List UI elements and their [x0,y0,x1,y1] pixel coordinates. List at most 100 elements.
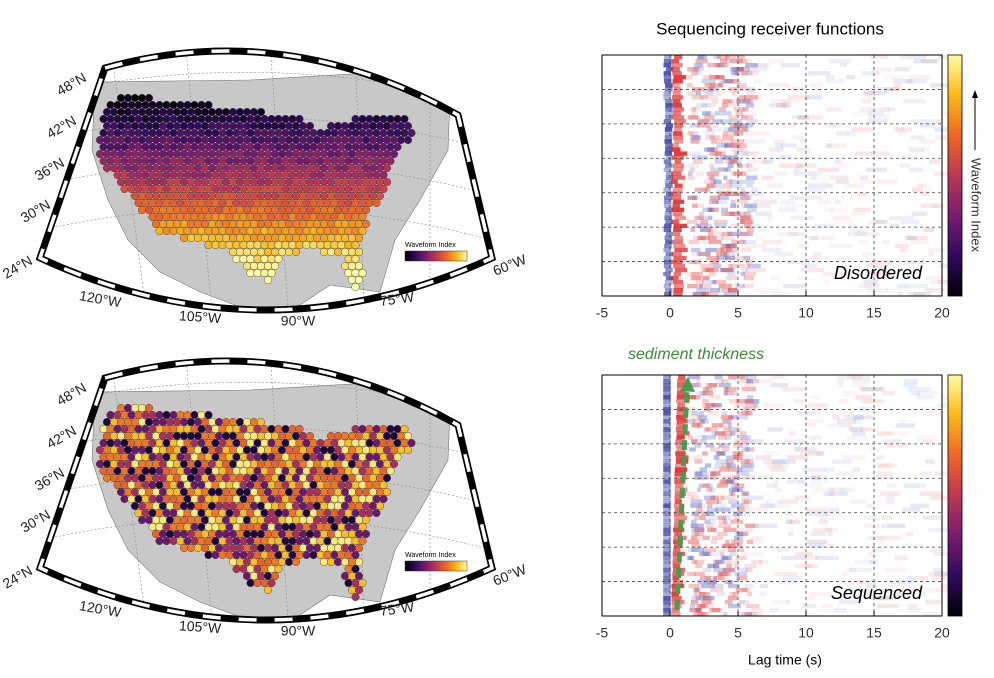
station [271,191,280,200]
trace-wiggle [771,291,785,297]
trace-wiggle [721,99,736,104]
trace-wiggle [706,183,716,188]
station [302,466,311,475]
trace-wiggle [797,115,807,120]
trace-wiggle [706,207,714,212]
trace-wiggle [691,523,699,528]
station [134,466,143,475]
trace-wiggle [773,139,786,144]
station [320,149,329,158]
station [186,149,195,158]
station [102,417,111,426]
station [288,114,297,123]
station [348,135,357,144]
trace-wiggle [717,191,731,196]
station [369,445,378,454]
station [207,135,216,144]
station [162,114,171,123]
station [306,219,315,228]
trace-wiggle [866,167,887,172]
trace-trough [663,555,671,561]
station [302,480,311,489]
longitude-label: 105°W [178,307,222,326]
trace-wiggle [695,203,704,208]
station [376,431,385,440]
station [232,212,241,221]
station [253,142,262,151]
station [186,459,195,468]
station [337,212,346,221]
station [109,107,118,116]
trace-wiggle [690,71,699,76]
trace-wiggle [697,423,703,428]
trace-peak [673,167,684,172]
trace-wiggle [863,271,880,277]
trace-trough [663,591,671,597]
station [330,466,339,475]
station [239,142,248,151]
station [257,149,266,158]
trace-wiggle [917,395,935,400]
station [137,473,146,482]
station [309,522,318,531]
trace-wiggle [763,459,787,464]
trace-wiggle [725,255,735,261]
station [148,494,157,503]
trace-wiggle [686,115,699,120]
trace-wiggle [704,131,716,136]
station [249,262,258,271]
trace-wiggle [705,187,711,192]
trace-wiggle [774,143,784,148]
station [211,212,220,221]
station [225,156,234,165]
station [102,445,111,454]
trace-wiggle [738,59,752,64]
station [225,508,234,517]
station [221,121,230,130]
trace-wiggle [720,415,734,420]
station [169,508,178,517]
station [193,121,202,130]
station [130,445,139,454]
station [271,459,280,468]
trace-peak [671,591,679,597]
station [295,128,304,137]
station [320,515,329,524]
trace-wiggle [774,251,794,257]
trace-wiggle [781,579,795,585]
station [228,219,237,228]
trace-peak [672,279,684,285]
station [172,191,181,200]
trace-peak [675,451,686,456]
trace-wiggle [758,227,766,233]
trace-wiggle [733,515,741,520]
station [379,170,388,179]
station [242,515,251,524]
trace-peak [671,171,682,176]
longitude-label: 60°W [491,251,530,279]
station [218,240,227,249]
station [348,247,357,256]
station [316,480,325,489]
trace-wiggle [755,211,772,216]
trace-wiggle [703,551,712,557]
trace-wiggle [708,227,718,233]
station [365,438,374,447]
station [239,522,248,531]
trace-wiggle [922,611,939,617]
trace-wiggle [740,467,754,472]
trace-wiggle [925,411,942,416]
trace-wiggle [698,483,710,488]
trace-wiggle [753,199,777,204]
station [274,170,283,179]
trace-wiggle [906,575,920,581]
station [292,445,301,454]
trace-wiggle [723,291,737,297]
trace-wiggle [829,59,851,64]
station [358,522,367,531]
trace-wiggle [930,495,951,500]
x-tick-label: 15 [866,625,882,641]
station [376,473,385,482]
trace-peak [676,411,688,416]
